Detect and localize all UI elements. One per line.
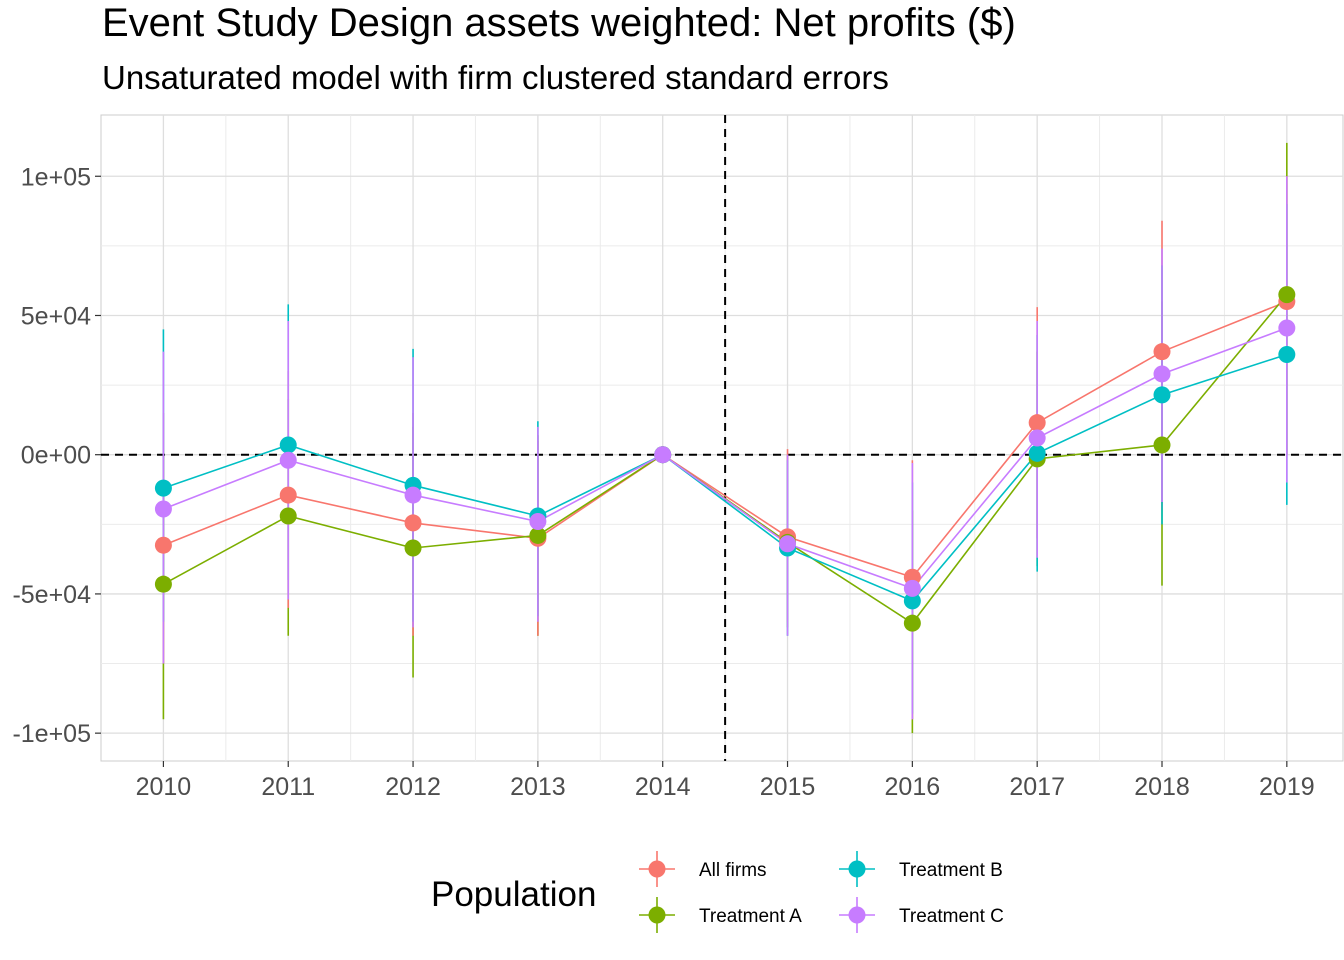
series-line: [163, 327, 1288, 590]
x-tick-label: 2015: [760, 773, 816, 801]
data-point: [1028, 429, 1046, 447]
data-point: [279, 507, 297, 525]
data-point: [1028, 414, 1046, 432]
series-line: [163, 300, 1288, 579]
legend-item: All firms: [639, 851, 767, 887]
data-point: [903, 614, 921, 632]
y-tick-label: -1e+05: [12, 720, 91, 748]
x-tick-label: 2010: [136, 773, 192, 801]
series-points: [154, 286, 1296, 632]
data-point: [1278, 286, 1296, 304]
series-lines: [163, 294, 1288, 625]
data-point: [279, 486, 297, 504]
y-tick-label: 1e+05: [21, 163, 91, 191]
legend-label: Treatment B: [899, 860, 1003, 881]
data-point: [654, 446, 672, 464]
x-tick-label: 2012: [385, 773, 441, 801]
data-point: [154, 479, 172, 497]
y-tick-label: -5e+04: [12, 581, 91, 609]
data-point: [1153, 436, 1171, 454]
data-point: [154, 575, 172, 593]
x-tick-label: 2011: [261, 773, 315, 801]
legend-point-key: [648, 906, 666, 924]
chart-subtitle: Unsaturated model with firm clustered st…: [102, 59, 889, 96]
data-point: [1278, 345, 1296, 363]
data-point: [1153, 365, 1171, 383]
x-tick-label: 2018: [1134, 773, 1190, 801]
data-point: [404, 514, 422, 532]
data-point: [779, 535, 797, 553]
panel-border: [100, 114, 1344, 762]
y-tick-label: 0e+00: [21, 442, 91, 470]
data-point: [529, 513, 547, 531]
data-point: [1153, 343, 1171, 361]
plot-panel: [100, 114, 1344, 762]
x-tick-label: 2013: [510, 773, 566, 801]
data-point: [903, 579, 921, 597]
x-tick-label: 2019: [1259, 773, 1315, 801]
legend: Population All firms Treatment A Treatment…: [431, 851, 1004, 933]
legend-label: Treatment A: [699, 906, 802, 927]
reference-lines: [101, 115, 1343, 761]
x-tick-label: 2016: [885, 773, 941, 801]
data-point: [279, 451, 297, 469]
y-tick-label: 5e+04: [21, 302, 91, 330]
y-axis: 1e+05 5e+04 0e+00 -5e+04 -1e+05: [12, 163, 101, 748]
legend-items: All firms Treatment A Treatment B Treatment…: [639, 851, 1004, 933]
data-point: [154, 500, 172, 518]
data-point: [279, 436, 297, 454]
x-axis: 2010 2011 2012 2013 2014 2015 2016 2017 2018 2019: [136, 761, 1315, 801]
data-point: [529, 526, 547, 544]
x-tick-label: 2014: [635, 773, 691, 801]
legend-point-key: [848, 860, 866, 878]
x-tick-label: 2017: [1009, 773, 1065, 801]
legend-point-key: [648, 860, 666, 878]
data-point: [1153, 386, 1171, 404]
series-line: [163, 353, 1288, 602]
data-point: [903, 592, 921, 610]
data-point: [1278, 319, 1296, 337]
legend-title: Population: [431, 875, 596, 914]
data-point: [1028, 444, 1046, 462]
legend-item: Treatment A: [639, 897, 802, 933]
chart-title: Event Study Design assets weighted: Net …: [102, 1, 1016, 45]
data-point: [404, 486, 422, 504]
legend-point-key: [848, 906, 866, 924]
data-point: [154, 536, 172, 554]
legend-item: Treatment B: [839, 851, 1003, 887]
legend-label: All firms: [699, 860, 767, 881]
data-point: [404, 539, 422, 557]
legend-item: Treatment C: [839, 897, 1004, 933]
legend-label: Treatment C: [899, 906, 1004, 927]
